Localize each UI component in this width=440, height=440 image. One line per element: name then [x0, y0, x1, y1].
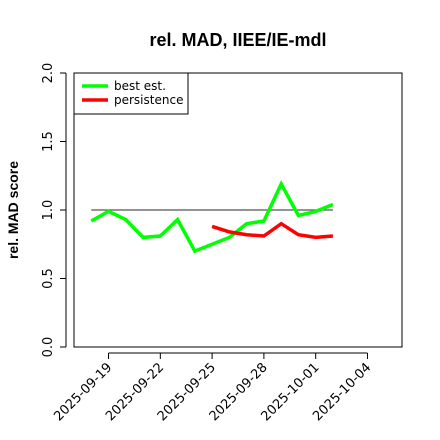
legend-label: persistence — [114, 93, 183, 107]
y-tick-label: 2.0 — [41, 63, 56, 84]
legend-label: best est. — [114, 79, 166, 93]
chart-title: rel. MAD, IIEE/IE-mdl — [149, 30, 326, 50]
series-layer — [90, 180, 334, 254]
y-tick-label: 1.5 — [41, 131, 56, 152]
legend-box — [73, 72, 189, 115]
y-axis: 0.0 0.5 1.0 1.5 2.0 — [41, 63, 67, 358]
y-tick-label: 0.5 — [41, 268, 56, 289]
y-tick-label: 0.0 — [41, 337, 56, 358]
x-axis: 2025-09-192025-09-222025-09-252025-09-28… — [51, 352, 374, 424]
legend: best est.persistence — [73, 72, 189, 115]
series-line-best-est — [90, 180, 334, 254]
y-tick-label: 1.0 — [41, 200, 56, 221]
plot-frame — [73, 72, 403, 348]
y-axis-label: rel. MAD score — [5, 161, 21, 259]
series-line-persistence — [211, 221, 334, 240]
